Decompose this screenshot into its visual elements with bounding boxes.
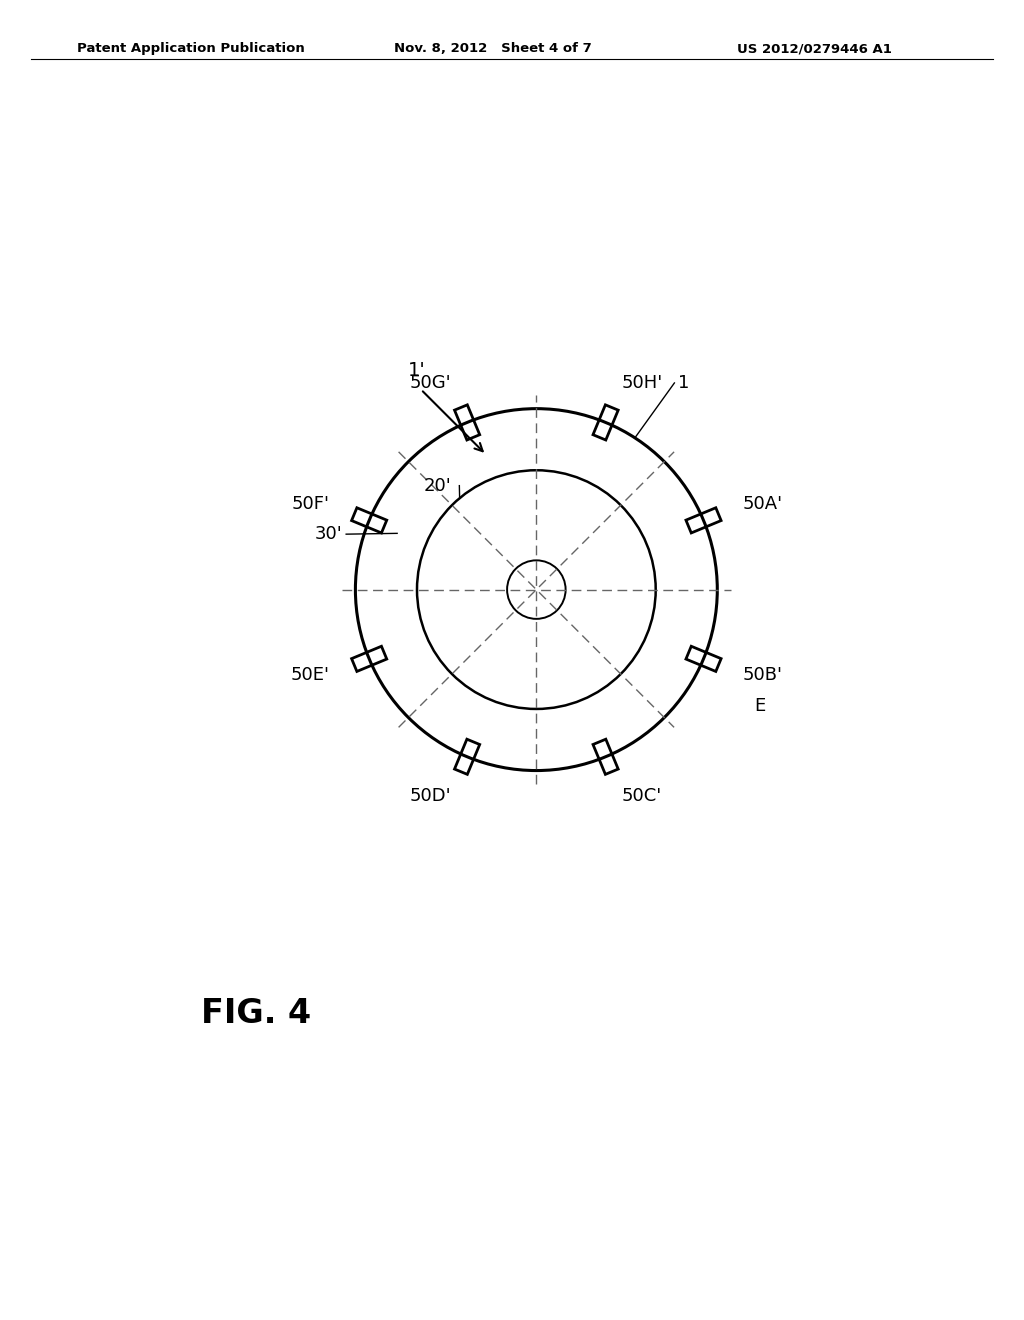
Text: 1: 1 [678,374,689,392]
Text: 50F': 50F' [292,495,330,513]
Text: Nov. 8, 2012   Sheet 4 of 7: Nov. 8, 2012 Sheet 4 of 7 [394,42,592,55]
Text: 50B': 50B' [742,667,782,684]
Text: 1': 1' [408,362,426,380]
Text: 50A': 50A' [742,495,782,513]
Text: 30': 30' [314,525,342,543]
Text: 50D': 50D' [410,787,451,805]
Text: US 2012/0279446 A1: US 2012/0279446 A1 [737,42,892,55]
Text: E: E [754,697,765,715]
Text: FIG. 4: FIG. 4 [202,997,311,1030]
Text: 50H': 50H' [622,375,664,392]
Text: Patent Application Publication: Patent Application Publication [77,42,304,55]
Text: 50E': 50E' [291,667,330,684]
Text: 50C': 50C' [622,787,663,805]
Text: 20': 20' [424,477,452,495]
Text: 50G': 50G' [410,375,451,392]
